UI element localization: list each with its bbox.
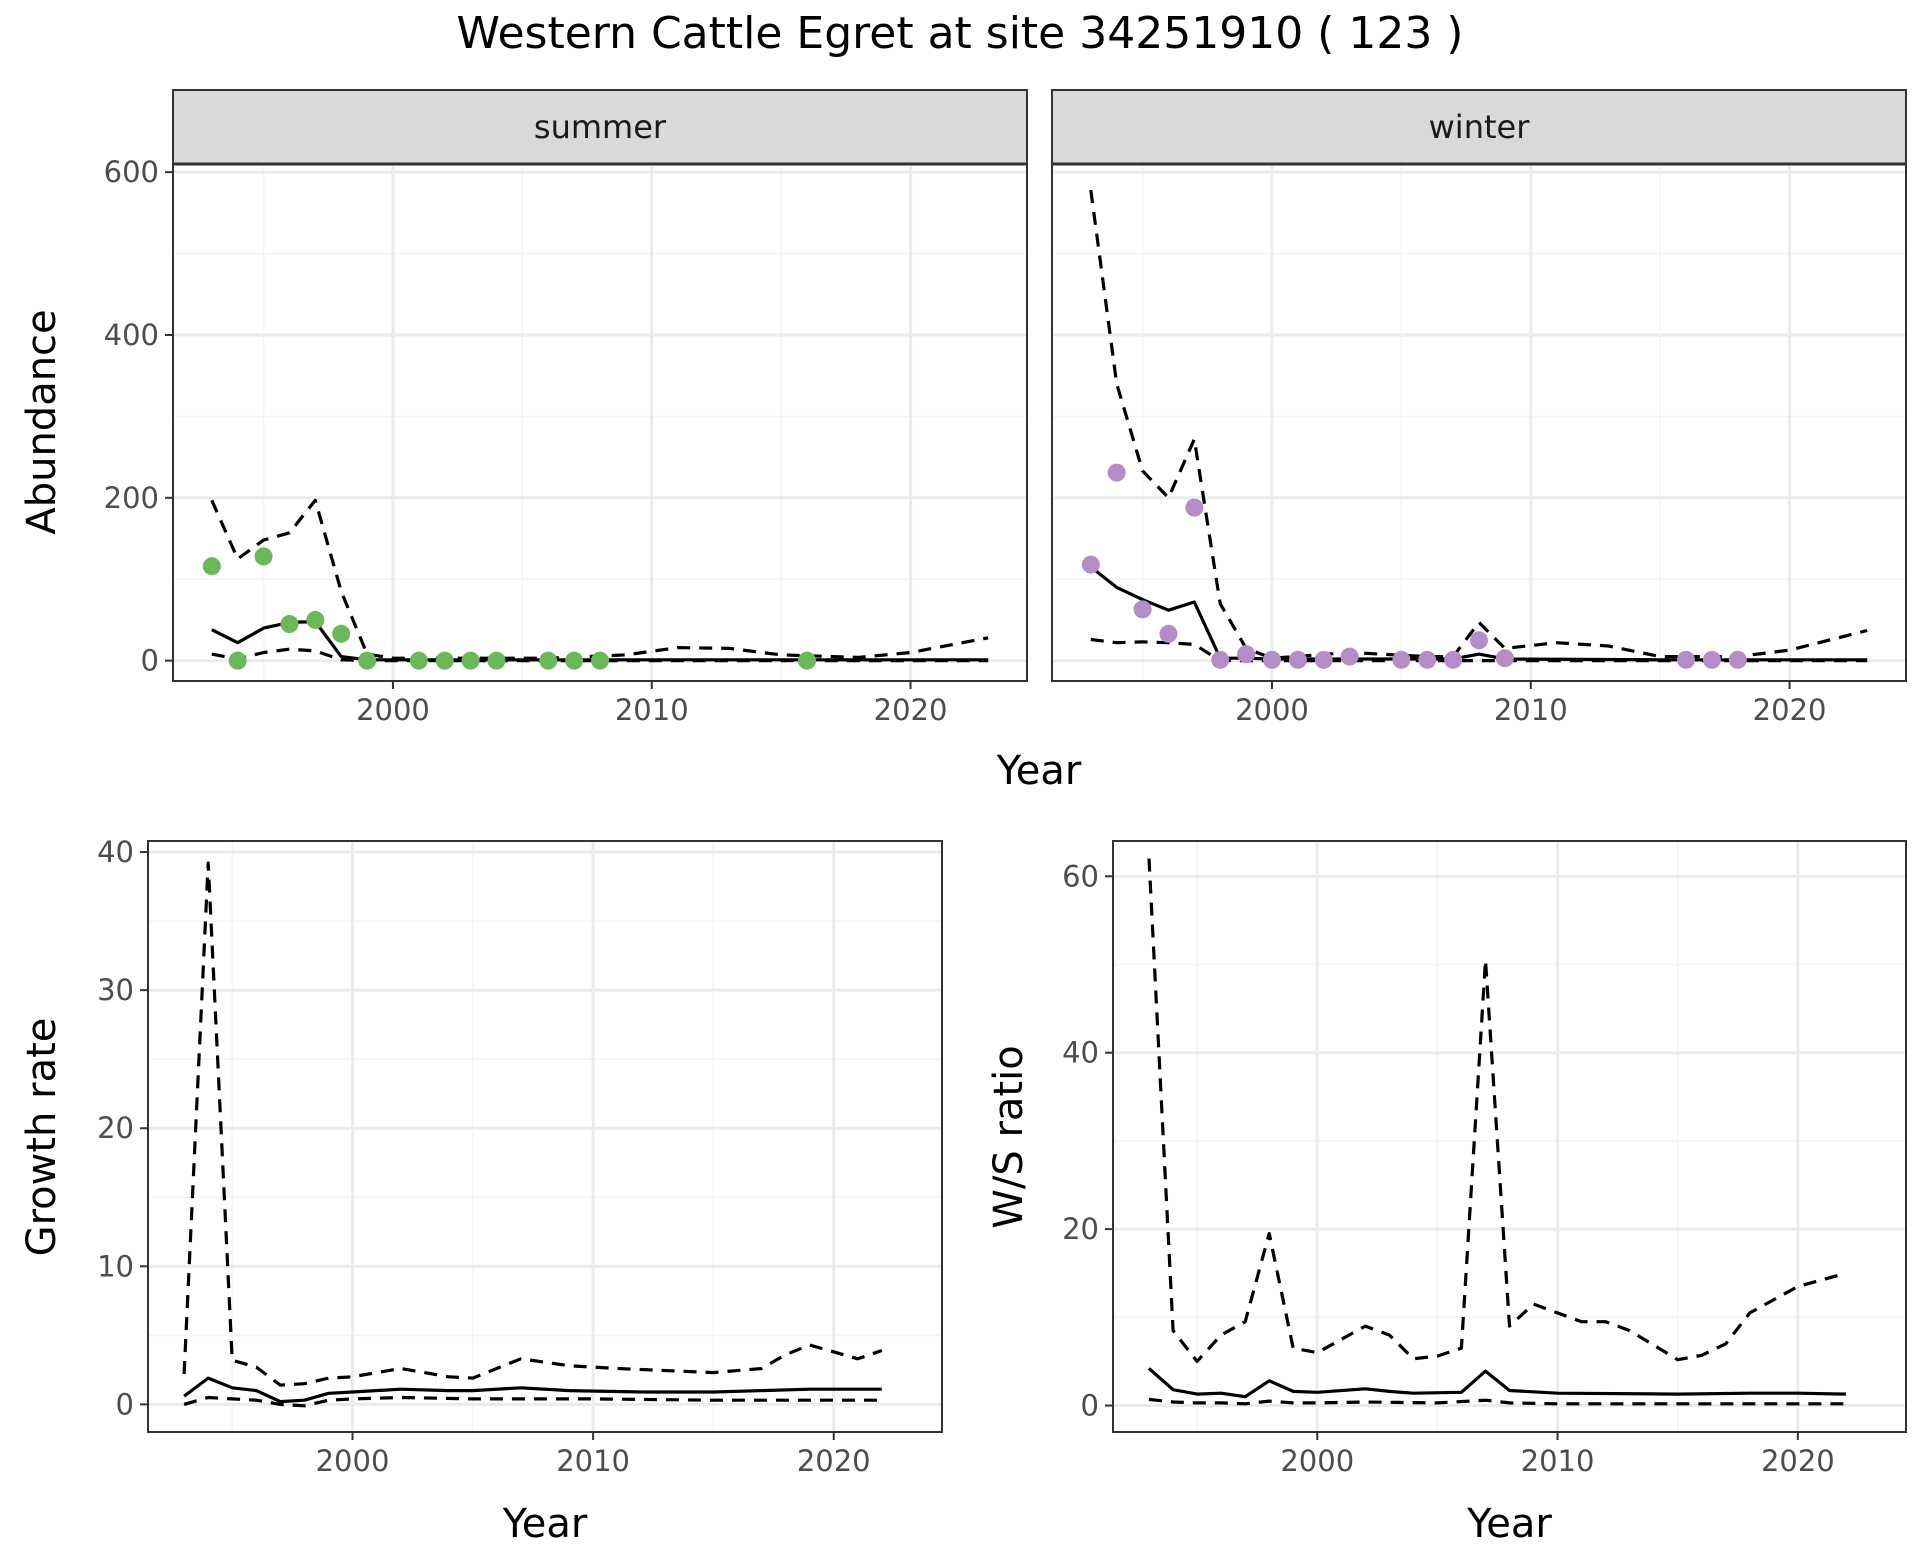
y-tick-label: 30 — [97, 973, 134, 1007]
panel-background — [1113, 841, 1906, 1432]
data-point — [1495, 649, 1514, 668]
data-point — [1418, 650, 1437, 669]
data-point — [487, 651, 506, 670]
y-tick-label: 0 — [1081, 1389, 1099, 1423]
data-point — [409, 651, 428, 670]
y-tick-label: 0 — [116, 1387, 134, 1421]
y-tick-label: 400 — [104, 318, 159, 352]
data-point — [1185, 498, 1204, 517]
y-tick-label: 0 — [141, 644, 159, 678]
interval-line-2 — [211, 647, 989, 663]
x-tick-label: 2010 — [615, 693, 689, 727]
data-point — [1133, 600, 1152, 619]
data-point — [1340, 647, 1359, 666]
panel-ws-ratio: 0 20 40 60 2000 2010 2020 W/S ratio Year — [986, 840, 1907, 1547]
data-point — [1107, 463, 1126, 482]
data-point — [358, 651, 377, 670]
data-point — [1444, 650, 1463, 669]
data-point — [280, 615, 299, 634]
panel-winter-abundance: winter 2000 2010 2020 — [1051, 89, 1907, 727]
data-point — [1211, 650, 1230, 669]
facet-label: summer — [534, 108, 667, 146]
x-tick-label: 2020 — [1753, 693, 1827, 727]
data-point — [254, 547, 273, 566]
data-point — [565, 651, 584, 670]
data-point — [1392, 650, 1411, 669]
x-tick-label: 2020 — [1761, 1444, 1835, 1478]
panel-summer-abundance: summer 0 200 400 600 2000 2010 2020 Abundance — [19, 89, 1028, 727]
interval-line-1 — [182, 861, 883, 1387]
x-tick-label: 2010 — [1521, 1444, 1595, 1478]
estimate-line-0 — [1147, 1367, 1846, 1399]
interval-line-2 — [1148, 1397, 1846, 1406]
interval-line-1 — [1147, 858, 1847, 1363]
panel-growth-rate: 0 10 20 30 40 2000 2010 2020 Growth rate Year — [19, 835, 943, 1547]
interval-line-2 — [183, 1395, 882, 1408]
data-point — [1288, 650, 1307, 669]
y-tick-label: 40 — [1062, 1036, 1099, 1070]
estimate-line-0 — [1089, 565, 1868, 662]
y-tick-label: 200 — [104, 481, 159, 515]
x-tick-label: 2020 — [874, 693, 948, 727]
data-point — [539, 651, 558, 670]
data-point — [1081, 555, 1100, 574]
x-tick-label: 2000 — [1280, 1444, 1354, 1478]
data-point — [461, 651, 480, 670]
y-axis-title: Abundance — [19, 309, 65, 534]
data-point — [435, 651, 454, 670]
data-point — [1677, 650, 1696, 669]
estimate-line-0 — [183, 1376, 882, 1404]
data-point — [1314, 650, 1333, 669]
data-point — [1702, 650, 1721, 669]
x-tick-label: 2000 — [1235, 693, 1309, 727]
data-point — [1237, 645, 1256, 664]
panel-background — [148, 841, 942, 1432]
data-point — [591, 651, 609, 670]
y-tick-label: 20 — [1062, 1212, 1099, 1246]
panel-background — [1052, 164, 1906, 681]
y-tick-label: 40 — [97, 835, 134, 869]
x-tick-label: 2010 — [1494, 693, 1568, 727]
x-tick-label: 2000 — [316, 1444, 390, 1478]
x-tick-label: 2000 — [356, 693, 430, 727]
data-point — [798, 651, 817, 670]
data-point — [332, 624, 351, 643]
data-point — [1262, 650, 1281, 669]
facet-label: winter — [1429, 108, 1531, 146]
panel-border — [147, 840, 943, 1433]
x-axis-title: Year — [502, 1501, 588, 1547]
x-tick-label: 2020 — [797, 1444, 871, 1478]
data-point — [1470, 631, 1488, 650]
y-axis-title: W/S ratio — [986, 1045, 1032, 1228]
data-point — [1159, 624, 1178, 643]
data-point — [1728, 650, 1747, 669]
top-x-axis-title: Year — [996, 748, 1082, 794]
y-tick-label: 10 — [97, 1249, 134, 1283]
x-tick-label: 2010 — [556, 1444, 630, 1478]
y-tick-label: 20 — [97, 1111, 134, 1145]
panel-background — [173, 164, 1027, 681]
data-point — [202, 557, 221, 576]
panel-border — [1112, 840, 1907, 1433]
x-axis-title: Year — [1466, 1501, 1552, 1547]
y-tick-label: 600 — [104, 155, 159, 189]
y-tick-label: 60 — [1062, 859, 1099, 893]
data-point — [306, 610, 325, 629]
y-axis-title: Growth rate — [19, 1018, 65, 1257]
facet-strip — [172, 89, 1028, 165]
figure-title: Western Cattle Egret at site 34251910 ( … — [457, 8, 1464, 59]
facet-strip — [1051, 89, 1907, 165]
data-point — [228, 651, 247, 670]
